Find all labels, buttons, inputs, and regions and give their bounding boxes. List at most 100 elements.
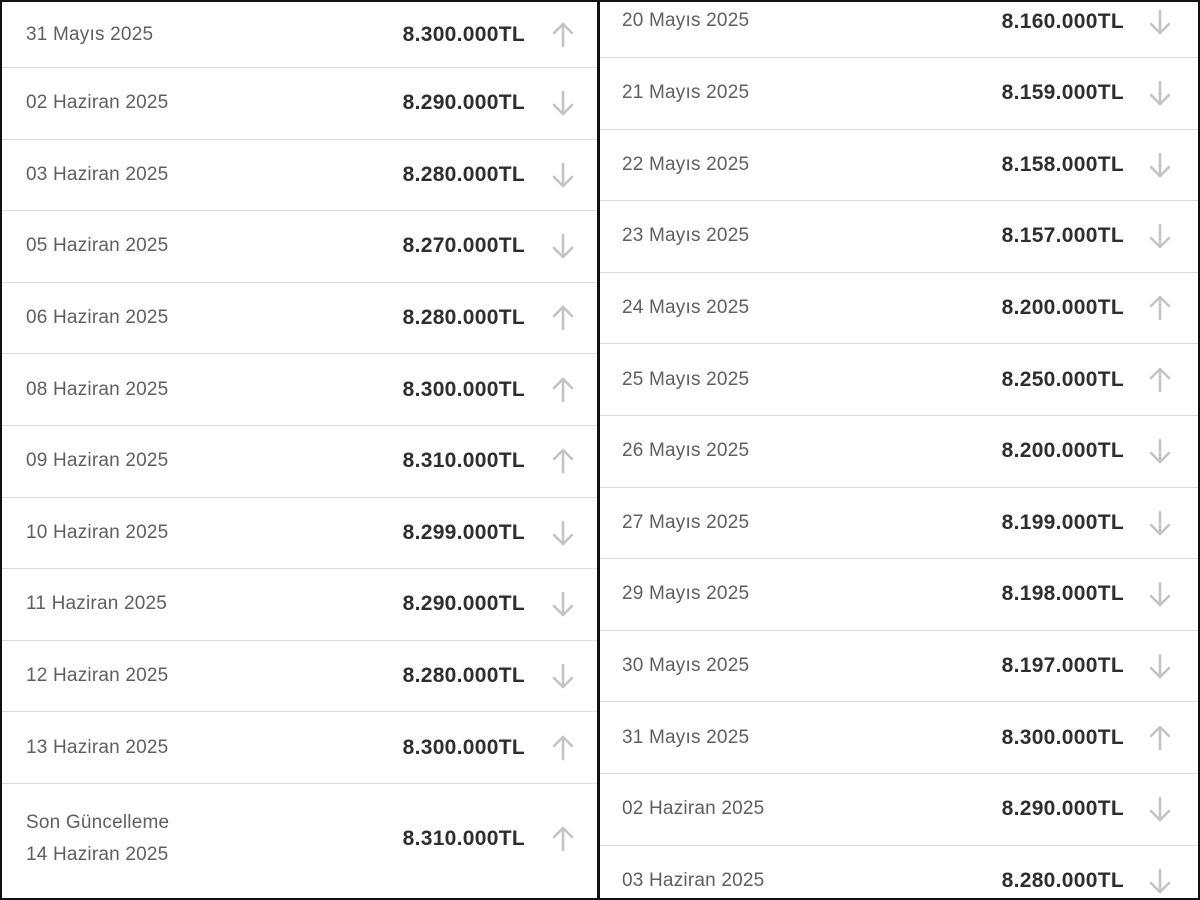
arrow-up-icon: [549, 21, 577, 49]
arrow-down-icon: [1146, 79, 1174, 107]
price-row: 31 Mayıs 2025 8.300.000TL: [2, 2, 597, 68]
row-price: 8.157.000TL: [1001, 224, 1124, 248]
row-date: 03 Haziran 2025: [622, 869, 765, 891]
row-price: 8.300.000TL: [1001, 725, 1124, 749]
price-row: 20 Mayıs 2025 8.160.000TL: [600, 2, 1198, 58]
arrow-down-icon: [1146, 580, 1174, 608]
row-date: 30 Mayıs 2025: [622, 655, 750, 677]
arrow-down-icon: [549, 519, 577, 547]
row-date: 06 Haziran 2025: [26, 307, 169, 329]
price-row: 31 Mayıs 2025 8.300.000TL: [600, 702, 1198, 774]
row-price: 8.290.000TL: [402, 91, 525, 115]
price-row: 12 Haziran 2025 8.280.000TL: [2, 641, 597, 713]
arrow-up-icon: [549, 304, 577, 332]
row-price: 8.300.000TL: [402, 22, 525, 46]
row-price: 8.197.000TL: [1001, 654, 1124, 678]
right-price-list: 20 Mayıs 2025 8.160.000TL 21 Mayıs 2025 8.1…: [600, 2, 1198, 898]
row-date: 02 Haziran 2025: [26, 92, 169, 114]
price-row: 03 Haziran 2025 8.280.000TL: [2, 140, 597, 212]
row-price: 8.200.000TL: [1001, 439, 1124, 463]
row-date: 03 Haziran 2025: [26, 163, 169, 185]
row-date: 22 Mayıs 2025: [622, 153, 750, 175]
price-row: 22 Mayıs 2025 8.158.000TL: [600, 130, 1198, 202]
price-row: 13 Haziran 2025 8.300.000TL: [2, 712, 597, 784]
arrow-up-icon: [549, 734, 577, 762]
row-price: 8.300.000TL: [402, 735, 525, 759]
row-price: 8.270.000TL: [402, 234, 525, 258]
arrow-down-icon: [549, 662, 577, 690]
row-price: 8.198.000TL: [1001, 582, 1124, 606]
row-date: 23 Mayıs 2025: [622, 225, 750, 247]
row-date: 27 Mayıs 2025: [622, 511, 750, 533]
arrow-down-icon: [1146, 222, 1174, 250]
arrow-up-icon: [1146, 724, 1174, 752]
row-date: 09 Haziran 2025: [26, 450, 169, 472]
arrow-up-icon: [549, 376, 577, 404]
arrow-down-icon: [1146, 437, 1174, 465]
last-update-date: 14 Haziran 2025: [26, 843, 169, 865]
row-price: 8.159.000TL: [1001, 81, 1124, 105]
arrow-down-icon: [1146, 151, 1174, 179]
row-date: 05 Haziran 2025: [26, 235, 169, 257]
price-row: 29 Mayıs 2025 8.198.000TL: [600, 559, 1198, 631]
row-price: 8.290.000TL: [402, 592, 525, 616]
price-row: 05 Haziran 2025 8.270.000TL: [2, 211, 597, 283]
arrow-down-icon: [1146, 652, 1174, 680]
arrow-up-icon: [549, 825, 577, 853]
row-price: 8.280.000TL: [402, 306, 525, 330]
price-row: 10 Haziran 2025 8.299.000TL: [2, 498, 597, 570]
last-update-info: Son Güncelleme 14 Haziran 2025: [26, 807, 169, 871]
row-date: 29 Mayıs 2025: [622, 583, 750, 605]
arrow-down-icon: [549, 232, 577, 260]
arrow-down-icon: [1146, 867, 1174, 895]
row-price: 8.199.000TL: [1001, 510, 1124, 534]
row-price: 8.290.000TL: [1001, 797, 1124, 821]
arrow-up-icon: [549, 447, 577, 475]
last-update-label: Son Güncelleme: [26, 811, 170, 833]
row-date: 12 Haziran 2025: [26, 665, 169, 687]
row-date: 20 Mayıs 2025: [622, 10, 750, 31]
price-row: 02 Haziran 2025 8.290.000TL: [2, 68, 597, 140]
price-row: 06 Haziran 2025 8.280.000TL: [2, 283, 597, 355]
price-row: 26 Mayıs 2025 8.200.000TL: [600, 416, 1198, 488]
price-row: 03 Haziran 2025 8.280.000TL: [600, 846, 1198, 898]
price-row: 27 Mayıs 2025 8.199.000TL: [600, 488, 1198, 560]
row-price: 8.160.000TL: [1001, 10, 1124, 33]
price-row: 02 Haziran 2025 8.290.000TL: [600, 774, 1198, 846]
arrow-down-icon: [549, 590, 577, 618]
row-date: 11 Haziran 2025: [26, 593, 168, 615]
row-price: 8.250.000TL: [1001, 367, 1124, 391]
arrow-up-icon: [1146, 366, 1174, 394]
row-price: 8.158.000TL: [1001, 152, 1124, 176]
price-row: 30 Mayıs 2025 8.197.000TL: [600, 631, 1198, 703]
price-row: 23 Mayıs 2025 8.157.000TL: [600, 201, 1198, 273]
arrow-down-icon: [549, 89, 577, 117]
row-date: 24 Mayıs 2025: [622, 297, 750, 319]
arrow-down-icon: [549, 161, 577, 189]
row-date: 13 Haziran 2025: [26, 736, 169, 758]
arrow-down-icon: [1146, 8, 1174, 36]
row-price: 8.280.000TL: [402, 664, 525, 688]
arrow-up-icon: [1146, 294, 1174, 322]
row-date: 31 Mayıs 2025: [622, 726, 750, 748]
row-price: 8.299.000TL: [402, 520, 525, 544]
arrow-down-icon: [1146, 509, 1174, 537]
row-date: 21 Mayıs 2025: [622, 82, 750, 104]
row-date: 26 Mayıs 2025: [622, 440, 750, 462]
price-row: 08 Haziran 2025 8.300.000TL: [2, 354, 597, 426]
row-price: 8.300.000TL: [402, 377, 525, 401]
row-date: 10 Haziran 2025: [26, 521, 169, 543]
left-price-list: 31 Mayıs 2025 8.300.000TL 02 Haziran 2025 8…: [2, 2, 600, 898]
row-date: 31 Mayıs 2025: [26, 23, 154, 45]
arrow-down-icon: [1146, 795, 1174, 823]
row-date: 02 Haziran 2025: [622, 798, 765, 820]
row-price: 8.280.000TL: [1001, 868, 1124, 892]
price-row: 21 Mayıs 2025 8.159.000TL: [600, 58, 1198, 130]
row-price: 8.310.000TL: [402, 449, 525, 473]
row-price: 8.200.000TL: [1001, 296, 1124, 320]
row-price: 8.280.000TL: [402, 162, 525, 186]
price-row: 24 Mayıs 2025 8.200.000TL: [600, 273, 1198, 345]
price-row: 25 Mayıs 2025 8.250.000TL: [600, 344, 1198, 416]
row-date: 25 Mayıs 2025: [622, 368, 750, 390]
